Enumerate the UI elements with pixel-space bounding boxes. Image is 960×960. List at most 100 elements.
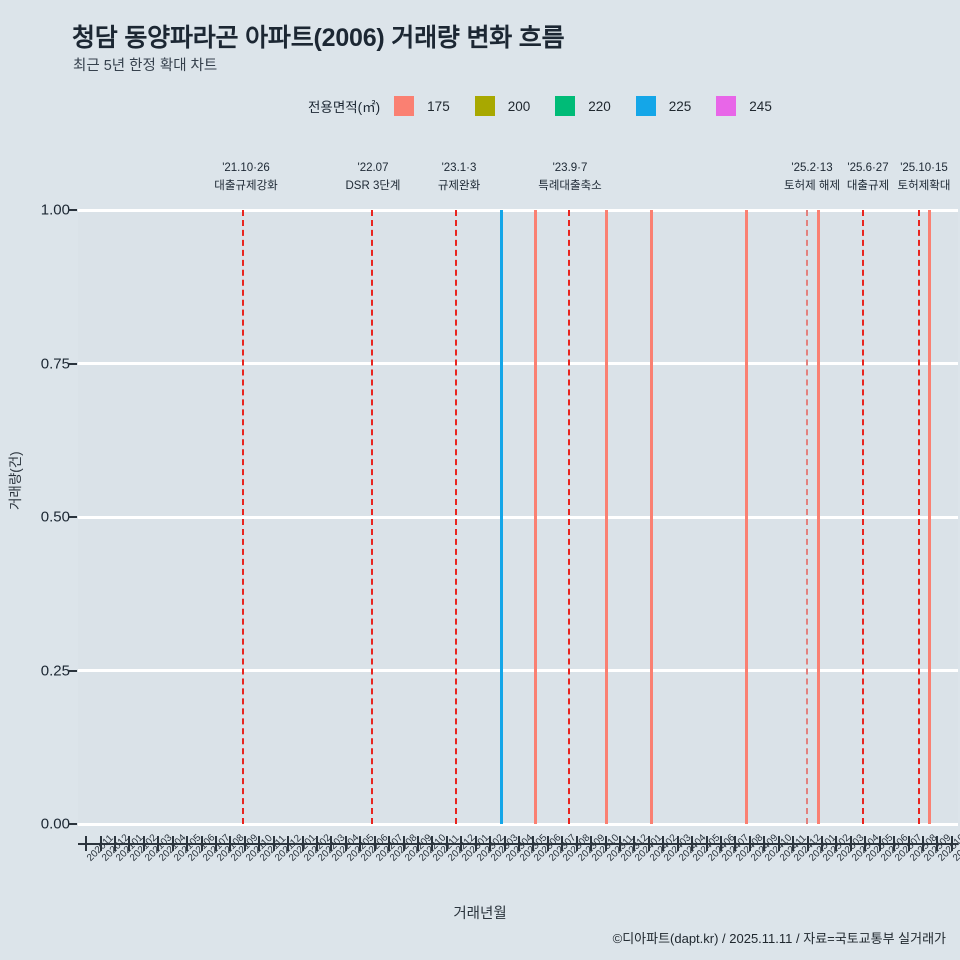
data-series-line bbox=[500, 210, 503, 824]
x-tick-mark bbox=[575, 836, 578, 851]
data-series-line bbox=[650, 210, 653, 824]
y-tick-label: 0.75 bbox=[40, 355, 70, 372]
x-tick-mark bbox=[388, 836, 391, 851]
y-tick-label: 1.00 bbox=[40, 201, 70, 219]
x-tick-mark bbox=[777, 836, 780, 851]
annotation-date: '22.07 bbox=[357, 162, 389, 174]
y-tick-label: 0.25 bbox=[40, 662, 70, 679]
x-tick-mark bbox=[301, 836, 304, 851]
annotation-line bbox=[568, 210, 570, 824]
y-tick-mark bbox=[68, 823, 77, 825]
x-tick-mark bbox=[691, 836, 694, 851]
x-tick-mark bbox=[936, 836, 939, 851]
x-tick-mark bbox=[445, 836, 448, 851]
x-tick-mark bbox=[792, 836, 795, 851]
data-series-line bbox=[605, 210, 608, 824]
x-tick-mark bbox=[474, 836, 477, 851]
x-tick-mark bbox=[647, 836, 650, 851]
x-tick-mark bbox=[763, 836, 766, 851]
y-axis-label: 거래량(건) bbox=[8, 451, 23, 510]
legend-item[interactable]: 220 bbox=[555, 96, 628, 116]
x-tick-mark bbox=[618, 836, 621, 851]
x-tick-mark bbox=[864, 836, 867, 851]
x-tick-mark bbox=[287, 836, 290, 851]
x-tick-mark bbox=[359, 836, 362, 851]
legend-item-label: 225 bbox=[668, 98, 692, 114]
legend-item[interactable]: 200 bbox=[474, 96, 548, 116]
annotation-text: 토허제확대 bbox=[897, 179, 951, 192]
x-tick-mark bbox=[229, 836, 232, 851]
annotation-label: '25.2·13 토허제 해제 bbox=[784, 160, 840, 196]
annotation-date: '21.10·26 bbox=[222, 162, 270, 174]
x-tick-mark bbox=[719, 836, 722, 851]
y-tick-mark bbox=[68, 209, 77, 211]
page-title: 청담 동양파라곤 아파트(2006) 거래량 변화 흐름 bbox=[72, 24, 565, 52]
legend-item-label: 220 bbox=[588, 98, 611, 114]
annotation-line bbox=[455, 210, 457, 824]
data-series-line bbox=[534, 210, 537, 824]
annotation-line bbox=[242, 210, 244, 824]
x-tick-mark bbox=[186, 836, 189, 851]
x-tick-mark bbox=[806, 836, 809, 851]
annotation-date: '23.9·7 bbox=[552, 162, 588, 174]
y-tick-label: 0.00 bbox=[40, 815, 70, 833]
gridline bbox=[78, 362, 958, 365]
annotation-label: '22.07 DSR 3단계 bbox=[345, 160, 400, 196]
x-tick-mark bbox=[662, 836, 665, 851]
x-tick-mark bbox=[893, 836, 896, 851]
x-tick-mark bbox=[258, 836, 261, 851]
legend-swatch-icon bbox=[716, 96, 737, 116]
x-tick-mark bbox=[835, 836, 838, 851]
annotation-date: '23.1·3 bbox=[441, 162, 477, 174]
x-tick-mark bbox=[950, 836, 953, 851]
y-tick-mark bbox=[68, 362, 77, 365]
legend-item-label: 245 bbox=[749, 98, 772, 114]
x-tick-mark bbox=[820, 836, 823, 851]
x-tick-mark bbox=[215, 836, 218, 851]
legend-swatch-icon bbox=[635, 96, 656, 116]
y-tick-label: 0.50 bbox=[40, 508, 70, 526]
x-tick-mark bbox=[142, 836, 145, 851]
x-tick-mark bbox=[272, 836, 275, 851]
x-tick-mark bbox=[705, 836, 708, 851]
x-tick-mark bbox=[373, 836, 376, 851]
legend-swatch-icon bbox=[474, 96, 495, 116]
x-tick-mark bbox=[633, 836, 636, 851]
legend-item[interactable]: 245 bbox=[716, 96, 789, 116]
x-tick-mark bbox=[431, 836, 434, 851]
x-tick-mark bbox=[330, 836, 333, 851]
x-tick-mark bbox=[85, 836, 88, 851]
legend-title: 전용면적(㎡) bbox=[308, 100, 381, 115]
y-tick-mark bbox=[68, 669, 77, 672]
x-tick-mark bbox=[460, 836, 463, 851]
annotation-line bbox=[918, 210, 920, 824]
x-tick-mark bbox=[503, 836, 506, 851]
annotation-date: '25.2·13 bbox=[791, 162, 833, 174]
annotation-line bbox=[371, 210, 373, 824]
x-tick-mark bbox=[200, 836, 203, 851]
footer-credit: ©디아파트(dapt.kr) / 2025.11.11 / 자료=국토교통부 실… bbox=[612, 931, 946, 946]
x-tick-mark bbox=[518, 836, 520, 851]
annotation-text: 대출규제강화 bbox=[214, 179, 278, 192]
gridline bbox=[78, 208, 958, 212]
annotation-line bbox=[806, 210, 808, 824]
legend: 전용면적(㎡) 175 200 220 225 245 bbox=[308, 96, 797, 116]
x-tick-mark bbox=[532, 836, 535, 851]
annotation-text: DSR 3단계 bbox=[345, 179, 401, 192]
x-tick-mark bbox=[676, 836, 679, 851]
x-tick-mark bbox=[417, 836, 420, 851]
x-tick-mark bbox=[546, 836, 549, 851]
legend-item[interactable]: 225 bbox=[635, 96, 709, 116]
x-tick-mark bbox=[402, 836, 405, 851]
x-tick-mark bbox=[561, 836, 564, 851]
x-tick-mark bbox=[99, 836, 102, 851]
plot-area bbox=[78, 208, 958, 826]
legend-item-label: 175 bbox=[427, 98, 450, 114]
x-tick-mark bbox=[243, 836, 246, 851]
x-tick-mark bbox=[921, 836, 924, 851]
annotation-date: '25.10·15 bbox=[900, 162, 948, 174]
x-tick-mark bbox=[114, 836, 117, 851]
legend-item[interactable]: 175 bbox=[394, 96, 467, 116]
legend-swatch-icon bbox=[555, 96, 576, 116]
